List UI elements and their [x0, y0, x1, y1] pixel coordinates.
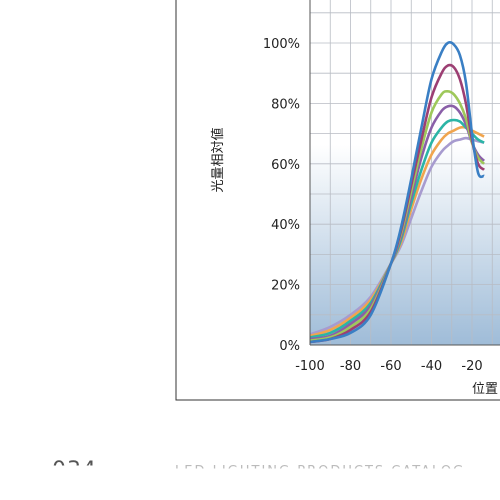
series-line-2 — [310, 63, 486, 344]
y-tick-label: 80% — [271, 97, 300, 112]
x-tick-label: -60 — [380, 359, 401, 374]
x-tick-label: -40 — [421, 359, 442, 374]
x-tick-labels: -100 -80 -60 -40 -20 — [295, 359, 482, 374]
y-tick-labels: 0% 20% 40% 60% 80% 100% — [263, 37, 300, 354]
x-axis-label: 位置 — [472, 382, 498, 397]
x-tick-label: -80 — [340, 359, 361, 374]
y-tick-label: 60% — [271, 158, 300, 173]
chart-frame — [175, 0, 500, 401]
y-axis-label: 光量相対値 — [210, 127, 226, 192]
catalog-footer-text: LED LIGHTING PRODUCTS CATALOG — [175, 464, 466, 479]
x-tick-label: -20 — [461, 359, 482, 374]
y-tick-label: 0% — [279, 339, 300, 354]
plot-area — [310, 0, 500, 345]
series-line-3 — [310, 89, 486, 342]
y-tick-label: 20% — [271, 279, 300, 294]
x-tick-label: -100 — [295, 359, 325, 374]
y-tick-label: 100% — [263, 37, 300, 52]
series-line-1 — [310, 41, 485, 344]
page-number: 034 — [52, 458, 97, 483]
series-line-7 — [310, 136, 485, 336]
series-lines — [310, 41, 486, 344]
y-tick-label: 40% — [271, 218, 300, 233]
